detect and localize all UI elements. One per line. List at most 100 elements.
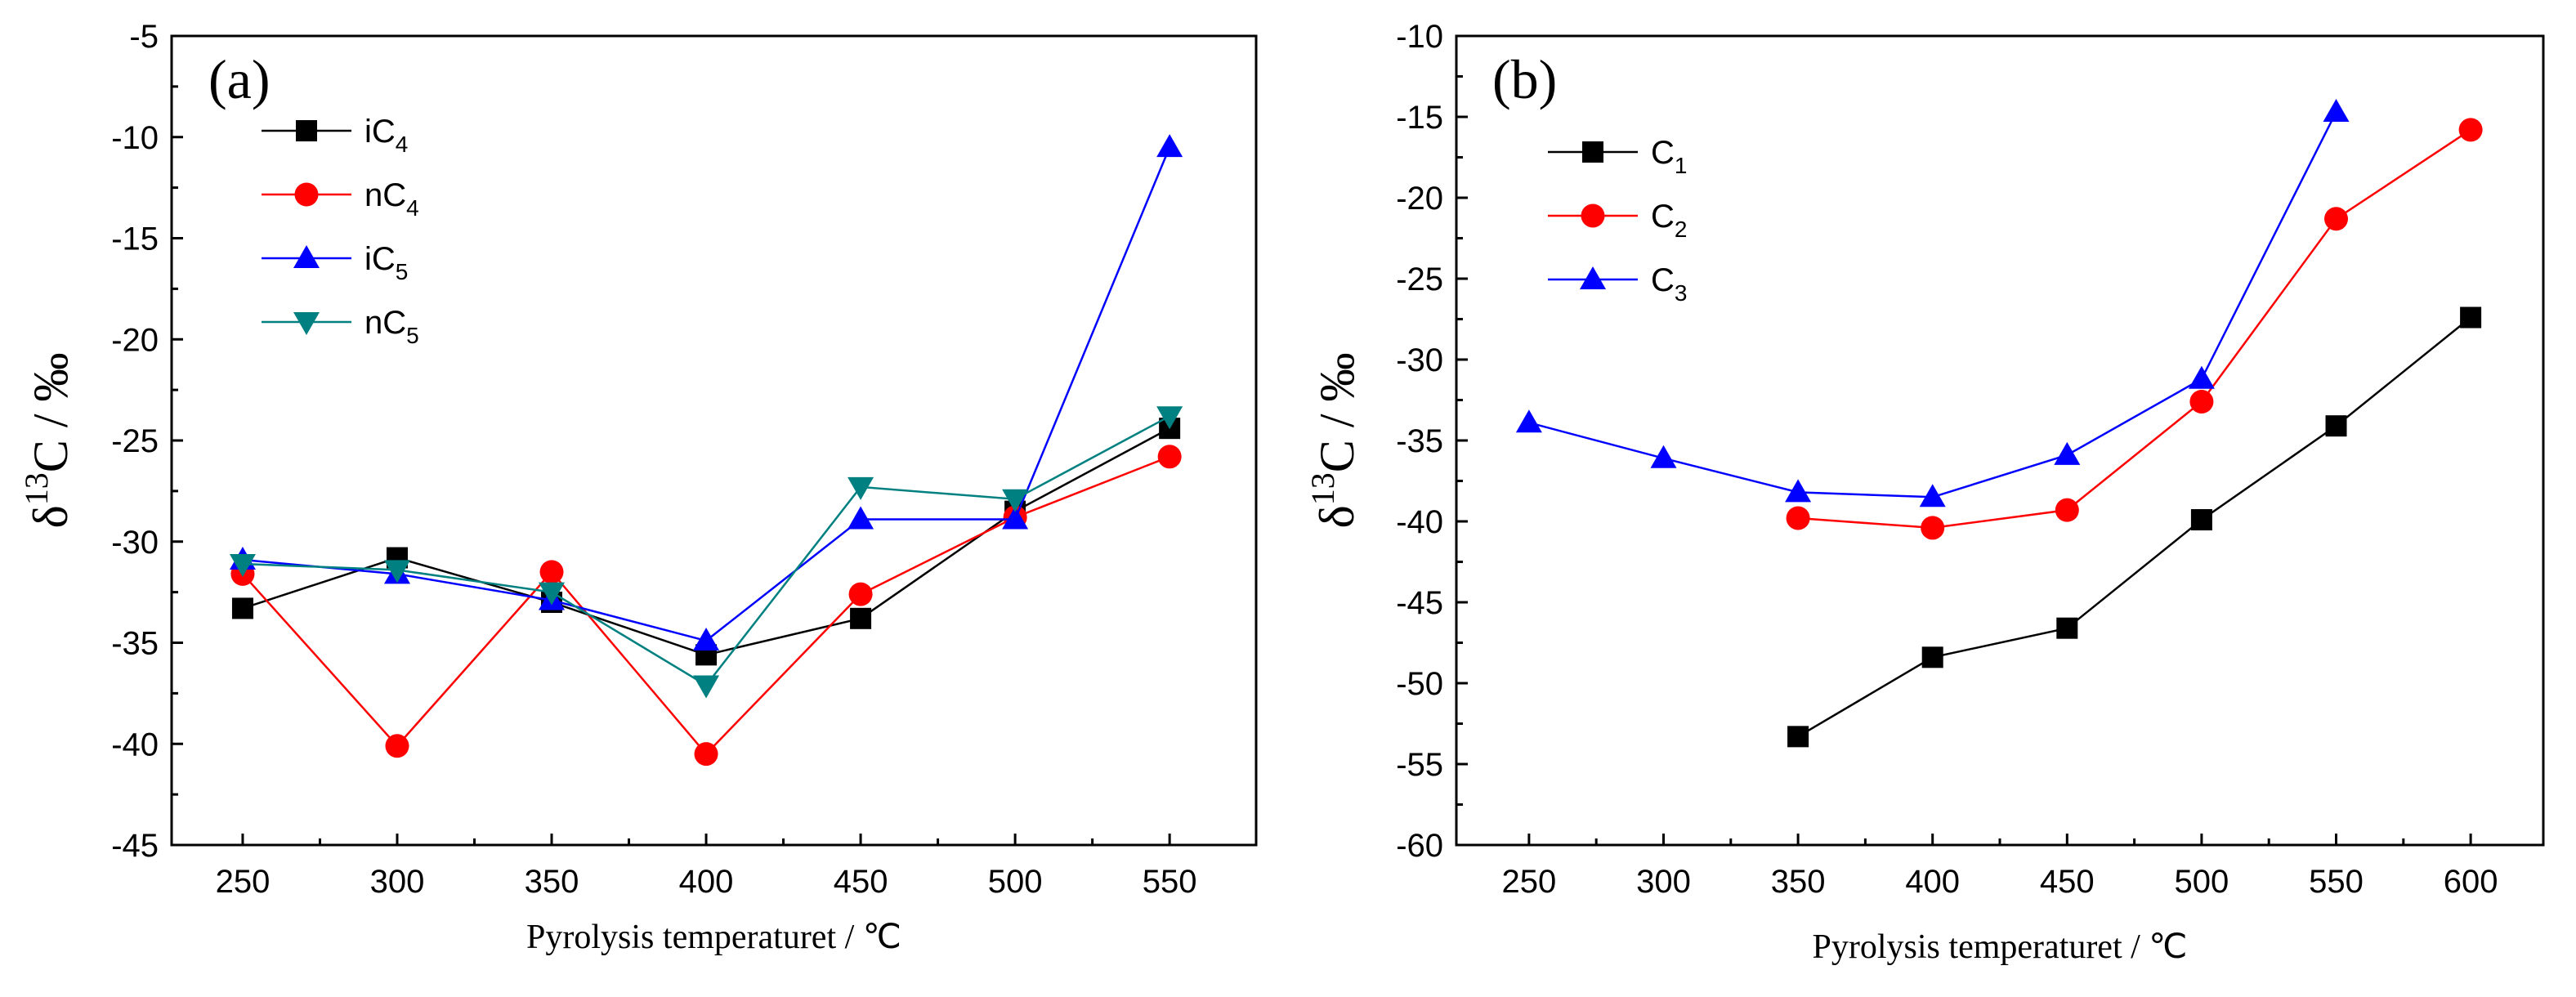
data-point — [2460, 306, 2482, 329]
series-nc5 — [229, 406, 1183, 699]
legend-marker — [1582, 141, 1603, 163]
x-tick-label: 350 — [1771, 864, 1826, 900]
data-point — [1156, 406, 1183, 430]
y-tick-label: -15 — [1396, 100, 1443, 136]
y-axis-label: δ13C / ‰ — [18, 353, 78, 529]
data-point — [1156, 134, 1183, 158]
data-point — [2055, 498, 2079, 522]
data-point — [2458, 118, 2483, 142]
y-tick-label: -20 — [1396, 181, 1443, 217]
x-axis-label: Pyrolysis temperaturet / ℃ — [1813, 928, 2188, 966]
legend-label-name: iC — [364, 114, 396, 150]
series-nc4 — [230, 445, 1182, 767]
data-point — [383, 560, 410, 583]
legend-label-sub: 4 — [396, 132, 409, 157]
x-tick-label: 350 — [525, 864, 579, 900]
legend-item: C2 — [1548, 199, 1687, 242]
legend-label-sub: 1 — [1675, 153, 1688, 178]
y-tick-label: -50 — [1396, 666, 1443, 702]
legend-item: iC4 — [262, 114, 408, 157]
series-line — [1798, 128, 2471, 530]
legend-label-name: nC — [364, 305, 406, 341]
legend-item: nC5 — [262, 305, 419, 348]
x-tick-label: 450 — [2040, 864, 2095, 900]
x-tick-label: 450 — [834, 864, 888, 900]
x-tick-label: 300 — [1636, 864, 1691, 900]
data-point — [694, 742, 718, 767]
y-tick-label: -35 — [1396, 423, 1443, 459]
data-point — [693, 628, 720, 651]
legend-label-name: iC — [364, 241, 396, 277]
legend-label: C1 — [1651, 135, 1687, 178]
legend-marker — [293, 245, 320, 268]
y-axis-label: δ13C / ‰ — [1304, 353, 1364, 529]
data-point — [1787, 726, 1809, 748]
legend-label-sub: 4 — [406, 195, 419, 221]
legend-item: C3 — [1548, 262, 1687, 306]
data-point — [1919, 484, 1946, 507]
y-tick-label: -25 — [111, 423, 159, 459]
legend-marker — [293, 312, 320, 335]
y-tick-label: -45 — [111, 828, 159, 864]
x-tick-label: 250 — [1502, 864, 1557, 900]
x-tick-label: 500 — [988, 864, 1043, 900]
x-tick-label: 250 — [216, 864, 271, 900]
series-line — [242, 427, 1170, 656]
data-point — [693, 675, 720, 699]
legend-marker — [1580, 266, 1606, 289]
data-point — [2054, 441, 2081, 465]
x-tick-label: 600 — [2444, 864, 2498, 900]
y-tick-label: -20 — [111, 322, 159, 358]
y-axis-label-sup: 13 — [1304, 472, 1341, 505]
x-tick-label: 550 — [1143, 864, 1197, 900]
data-point — [539, 582, 566, 606]
legend-label-sub: 3 — [1675, 280, 1688, 306]
data-point — [1650, 445, 1677, 468]
plot-frame — [170, 34, 1258, 847]
data-point — [2189, 389, 2214, 414]
data-point — [2323, 99, 2350, 123]
data-point — [1921, 646, 1943, 668]
legend-label: nC4 — [364, 177, 419, 221]
series-c3 — [1515, 99, 2350, 507]
series-c2 — [1786, 118, 2483, 540]
data-point — [1785, 479, 1812, 503]
plot-frame — [1455, 34, 2545, 847]
data-point — [2056, 617, 2078, 639]
y-axis-label-main: δ — [24, 505, 78, 528]
y-axis-label-main: δ — [1310, 505, 1364, 528]
y-axis-label-sup: 13 — [18, 472, 55, 505]
legend-label-sub: 5 — [406, 323, 419, 348]
y-axis-label-rest: C / ‰ — [1310, 353, 1364, 473]
legend-marker — [296, 120, 317, 141]
panel-label: (a) — [208, 48, 270, 110]
x-tick-label: 550 — [2309, 864, 2364, 900]
chart-panel-b: -60 -55 -50 -45 -40 -35 -30 -25 -20 -15 -10 250 300 3… — [1304, 19, 2545, 966]
legend-label-name: nC — [364, 177, 406, 213]
legend-label-sub: 2 — [1675, 217, 1688, 242]
data-point — [847, 476, 874, 500]
panel-label: (b) — [1492, 48, 1557, 110]
y-tick-label: -10 — [1396, 19, 1443, 55]
y-tick-label: -30 — [1396, 342, 1443, 378]
series-line — [242, 146, 1171, 642]
series-line — [1797, 316, 2471, 738]
legend-label-sub: 5 — [396, 259, 409, 284]
y-tick-label: -45 — [1396, 585, 1443, 621]
data-point — [1157, 445, 1182, 469]
legend-label: iC5 — [364, 241, 408, 284]
legend-item: nC4 — [262, 177, 419, 221]
data-point — [539, 560, 564, 584]
legend-label-name: C — [1651, 199, 1675, 235]
legend-label: C2 — [1651, 199, 1687, 242]
legend-item: C1 — [1548, 135, 1687, 178]
y-tick-label: -25 — [1396, 262, 1443, 297]
legend-label: C3 — [1651, 262, 1687, 306]
data-point — [1002, 506, 1029, 530]
data-point — [2188, 365, 2215, 389]
x-tick-label: 500 — [2175, 864, 2229, 900]
y-tick-label: -15 — [111, 221, 159, 257]
y-tick-label: -10 — [111, 120, 159, 156]
